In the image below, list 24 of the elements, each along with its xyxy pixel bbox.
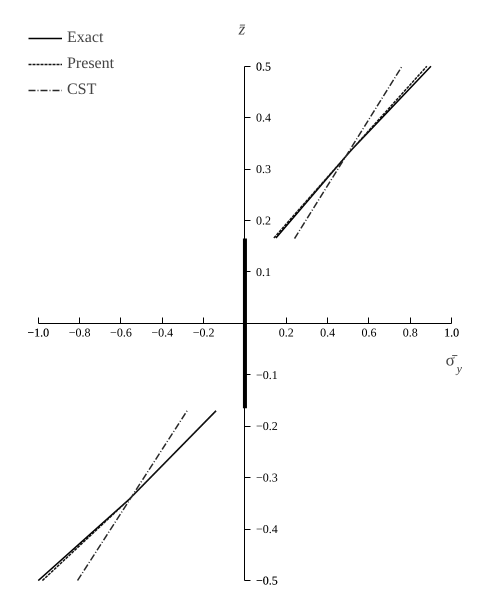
x-tick-label: −0.2	[192, 325, 214, 340]
legend-label: Exact	[67, 29, 104, 47]
legend-label: Present	[67, 55, 114, 73]
y-tick-label: 0.3	[256, 162, 271, 176]
y-tick-label: −0.2	[256, 419, 278, 434]
y-tick-label: −0.3	[256, 470, 278, 485]
x-tick-label: 0.6	[361, 325, 376, 340]
x-tick-label: −0.6	[110, 325, 132, 340]
legend-label: CST	[67, 81, 96, 99]
x-tick-label: −0.8	[68, 325, 90, 340]
x-tick-label: 1.0	[444, 325, 460, 340]
y-axis-title: z̄	[238, 19, 246, 38]
y-tick-label: −0.5	[256, 574, 278, 588]
y-tick-label: −0.4	[256, 522, 278, 536]
y-tick-label: 0.4	[256, 110, 271, 125]
x-tick-label: 0.8	[402, 325, 418, 340]
x-tick-label: 0.4	[320, 325, 336, 340]
x-tick-label: −1.0	[27, 325, 50, 340]
y-tick-label: −0.1	[256, 368, 278, 382]
x-tick-label: 0.2	[278, 325, 294, 340]
y-tick-label: 0.2	[256, 214, 271, 228]
x-tick-label: −0.4	[151, 325, 174, 340]
y-tick-label: 0.5	[256, 59, 271, 74]
y-tick-label: 0.1	[256, 264, 271, 279]
